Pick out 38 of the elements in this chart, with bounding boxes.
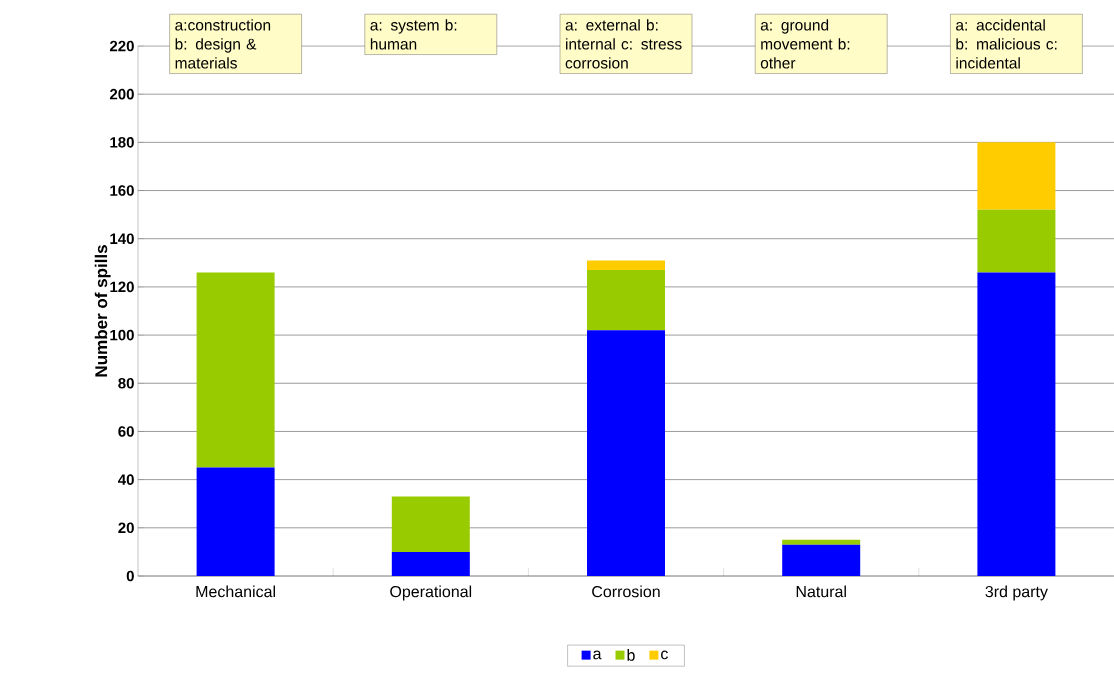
bar [391, 496, 470, 552]
x-tick-label: Operational [390, 585, 472, 601]
bar [977, 209, 1056, 273]
y-tick-label: 100 [110, 329, 134, 341]
annotation: a: external b: internal c: stress corrosion [565, 19, 682, 69]
x-tick-label: Mechanical [196, 585, 275, 598]
y-tick-label: 140 [110, 233, 134, 245]
bar [587, 330, 665, 576]
y-tick-label: 80 [118, 377, 134, 389]
y-tick-label: 40 [118, 474, 134, 485]
y-tick-label: 160 [110, 185, 134, 196]
bar [587, 270, 665, 331]
x-tick-label: 3rd party [985, 585, 1048, 601]
annotation: a: ground movement b: other [760, 19, 850, 69]
y-tick-label: 0 [126, 570, 134, 582]
bar [391, 551, 470, 576]
bar [782, 539, 861, 545]
annotation: a:construction b: design & materials [175, 19, 271, 69]
bar [977, 142, 1056, 210]
legend-label: a [593, 650, 602, 660]
y-tick-label: 60 [118, 426, 134, 437]
legend-label: c [661, 650, 668, 660]
annotation: a: system b: human [370, 19, 457, 50]
y-axis-title: Number of spills [94, 245, 111, 377]
bar [782, 544, 861, 576]
x-tick-label: Natural [796, 585, 846, 598]
y-tick-label: 200 [109, 88, 134, 100]
y-tick-label: 120 [110, 281, 134, 293]
annotation: a: accidental b: malicious c: incidental [956, 19, 1057, 69]
y-tick-label: 20 [118, 522, 134, 534]
bar [977, 272, 1056, 576]
legend-label: b [627, 649, 635, 661]
bar [196, 467, 275, 576]
bar [196, 272, 275, 468]
y-tick-label: 180 [110, 137, 134, 148]
y-tick-label: 220 [109, 40, 134, 52]
x-tick-label: Corrosion [592, 585, 660, 598]
bar [587, 260, 665, 271]
